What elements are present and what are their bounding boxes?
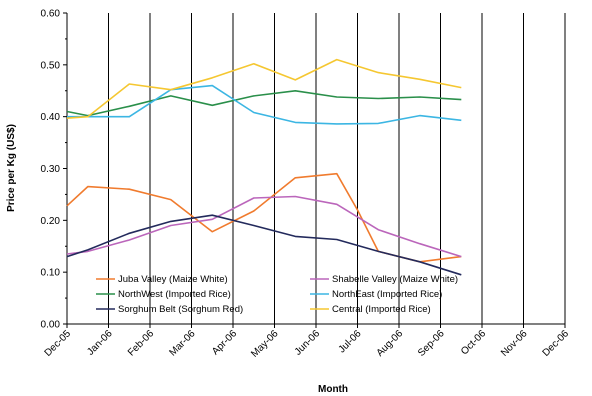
legend-label-juba-valley-maize-white: Juba Valley (Maize White) — [118, 274, 228, 285]
legend: Juba Valley (Maize White) Shabelle Valley… — [96, 274, 458, 315]
plot-area — [67, 13, 592, 324]
x-tick-label: Mar-06 — [167, 328, 197, 358]
y-tick-label: 0.30 — [41, 164, 61, 175]
series-line-sorghum-belt-sorghum-red — [66, 214, 462, 276]
legend-label-northwest-imported-rice: NorthWest (Imported Rice) — [118, 289, 231, 300]
series-line-central-imported-rice — [66, 58, 462, 119]
grid-lines — [108, 13, 566, 324]
x-tick-label: Feb-06 — [126, 328, 156, 358]
series-line-northeast-imported-rice — [67, 84, 462, 125]
x-tick-label: May-06 — [249, 328, 281, 360]
legend-label-shabelle-valley-maize-white: Shabelle Valley (Maize White) — [332, 274, 458, 285]
x-axis-title: Month — [318, 384, 348, 395]
y-tick-label: 0.40 — [41, 112, 61, 123]
x-tick-labels: Dec-05 Jan-06 Feb-06 Mar-06 Apr-06 May-06 Jun-… — [43, 328, 572, 360]
x-tick-label: Dec-06 — [541, 328, 572, 359]
y-tick-labels: 0.00 0.10 0.20 0.30 0.40 0.50 0.60 — [41, 9, 61, 331]
x-tick-label: Jan-06 — [85, 328, 115, 358]
x-tick-label: Apr-06 — [210, 328, 239, 357]
y-tick-label: 0.00 — [41, 320, 61, 331]
legend-label-northeast-imported-rice: NorthEast (Imported Rice) — [332, 289, 442, 300]
series-line-northwest-imported-rice — [66, 90, 462, 117]
x-tick-label: Nov-06 — [499, 328, 530, 359]
series-lines — [66, 58, 462, 276]
series-line-shabelle-valley-maize-white — [66, 195, 462, 258]
legend-label-sorghum-belt-sorghum-red: Sorghum Belt (Sorghum Red) — [118, 304, 243, 315]
legend-label-central-imported-rice: Central (Imported Rice) — [332, 304, 431, 315]
y-tick-label: 0.50 — [41, 60, 61, 71]
x-tick-label: Sep-06 — [416, 328, 447, 359]
y-tick-label: 0.60 — [41, 9, 61, 20]
y-tick-label: 0.20 — [41, 216, 61, 227]
x-tick-label: Dec-05 — [43, 328, 74, 359]
x-tick-label: Oct-06 — [459, 328, 488, 357]
x-tick-label: Jun-06 — [293, 328, 323, 358]
y-axis-title: Price per Kg (US$) — [6, 124, 17, 212]
x-tick-label: Aug-06 — [375, 328, 406, 359]
y-tick-label: 0.10 — [41, 268, 61, 279]
axes — [63, 12, 566, 328]
x-tick-label: Jul-06 — [337, 328, 364, 355]
